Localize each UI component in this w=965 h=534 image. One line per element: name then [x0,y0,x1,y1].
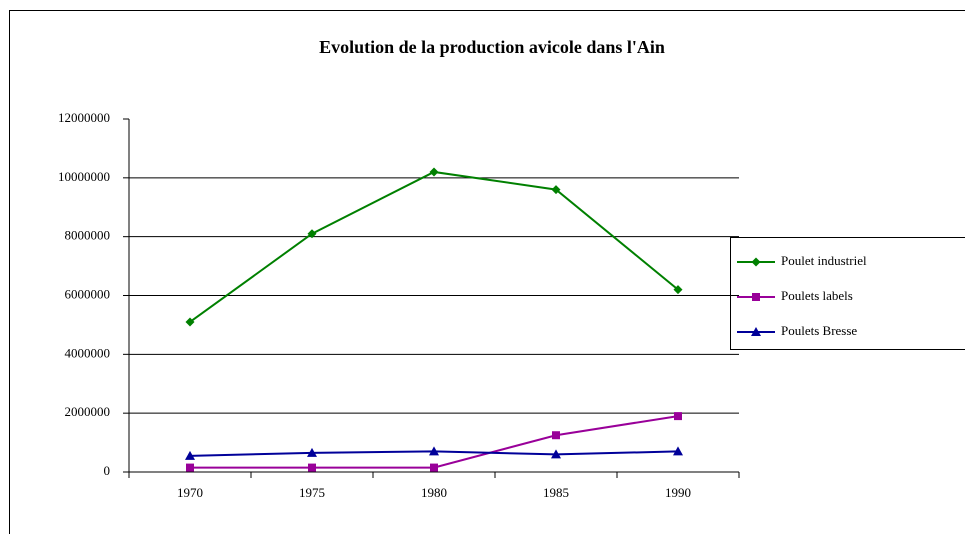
marker [307,229,317,239]
marker [185,450,195,460]
legend-label: Poulet industriel [781,253,867,268]
legend-label: Poulets Bresse [781,323,857,338]
legend-label: Poulets labels [781,288,853,303]
x-tick-label: 1980 [421,485,447,500]
marker [430,463,438,472]
y-tick-label: 8000000 [65,228,111,243]
marker [185,317,195,327]
chart-title: Evolution de la production avicole dans … [319,37,665,57]
marker [673,446,683,456]
y-tick-label: 2000000 [65,404,111,419]
marker [307,447,317,457]
x-tick-label: 1990 [665,485,691,500]
x-tick-label: 1970 [177,485,203,500]
x-tick-label: 1985 [543,485,569,500]
marker [674,412,682,421]
marker [186,463,194,472]
x-tick-label: 1975 [299,485,325,500]
y-tick-label: 6000000 [65,286,111,301]
y-tick-label: 4000000 [65,345,111,360]
marker [751,327,761,336]
marker [752,293,760,301]
marker [751,257,761,267]
marker [308,463,316,472]
marker [673,285,683,295]
marker [551,449,561,459]
y-tick-label: 10000000 [58,169,110,184]
y-tick-label: 12000000 [58,110,110,125]
marker [429,446,439,456]
y-tick-label: 0 [104,463,111,478]
marker [429,167,439,177]
marker [552,431,560,440]
marker [551,185,561,195]
legend-box [730,237,965,350]
